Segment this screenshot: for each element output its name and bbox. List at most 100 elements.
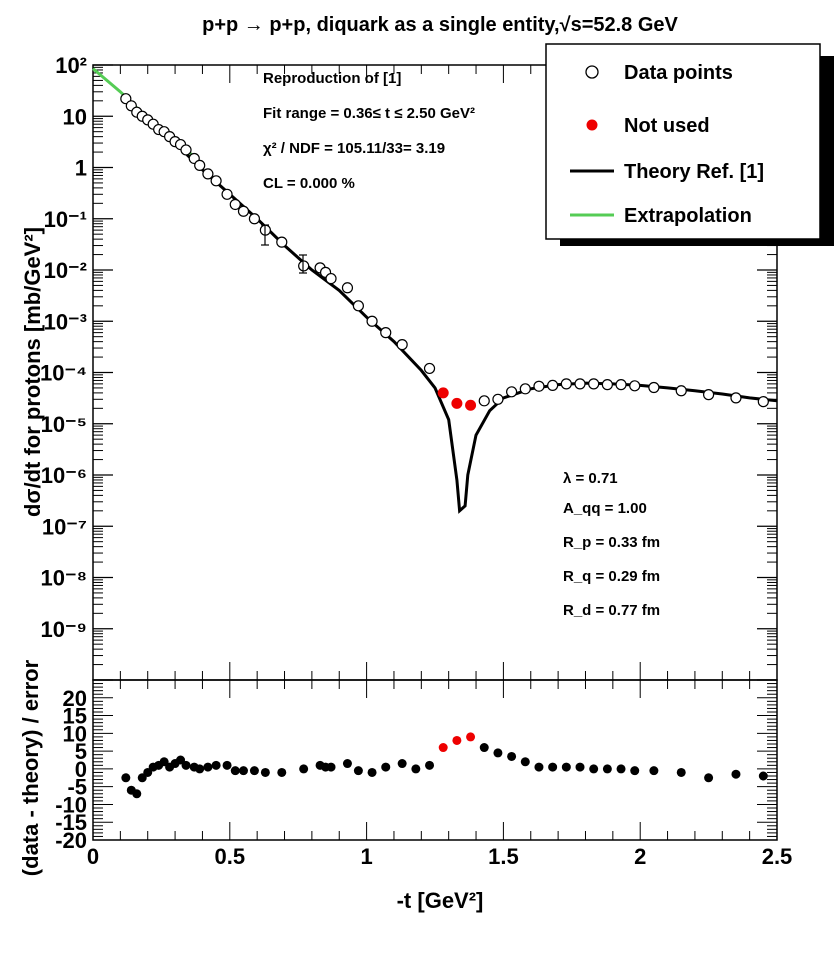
not-used-point xyxy=(465,399,477,411)
data-point xyxy=(352,300,364,312)
param-rd: R_d = 0.77 fm xyxy=(563,602,660,619)
annotation-cl: CL = 0.000 % xyxy=(263,175,355,192)
data-point xyxy=(519,383,531,395)
residual-point xyxy=(381,762,391,772)
main-y-tick-labels: 10² 10 1 10⁻¹ 10⁻² 10⁻³ 10⁻⁴ 10⁻⁵ 10⁻⁶ 10⁻⁷ 10⁻⁸ 10… xyxy=(40,53,87,642)
data-point xyxy=(202,168,214,180)
residual-plot-frame xyxy=(92,679,778,841)
residual-point xyxy=(411,764,421,774)
data-point xyxy=(757,396,769,408)
residual-y-tick-label: 5 xyxy=(75,739,87,764)
y-tick-label: 10⁻⁵ xyxy=(41,412,87,437)
residual-point xyxy=(299,764,309,774)
data-point xyxy=(675,385,687,397)
residual-y-tick-label: -10 xyxy=(55,792,87,817)
residual-not-used-point xyxy=(452,735,462,745)
not-used-point xyxy=(437,387,449,399)
residual-point xyxy=(425,760,435,770)
residual-y-tick-label: 0 xyxy=(75,757,87,782)
x-tick-label: 0 xyxy=(87,844,99,869)
residual-point xyxy=(561,762,571,772)
data-point xyxy=(588,378,600,390)
data-point xyxy=(366,315,378,327)
residual-point xyxy=(731,769,741,779)
y-tick-label: 10⁻² xyxy=(44,258,87,283)
data-point xyxy=(547,379,559,392)
residual-y-tick-label: -5 xyxy=(67,775,87,800)
data-point xyxy=(533,380,545,392)
residual-point xyxy=(203,762,213,772)
residual-point xyxy=(367,767,377,777)
data-point xyxy=(478,395,490,407)
data-point xyxy=(648,381,660,394)
annotation-fit-range: Fit range = 0.36≤ t ≤ 2.50 GeV² xyxy=(263,105,475,122)
data-point xyxy=(615,379,627,391)
data-point xyxy=(194,159,206,171)
residual-point xyxy=(181,760,191,770)
y-tick-label: 10⁻⁸ xyxy=(41,566,87,591)
data-point xyxy=(492,393,504,405)
residual-point xyxy=(260,767,270,777)
data-point xyxy=(629,380,641,392)
data-point xyxy=(341,282,354,294)
x-axis-title: -t [GeV²] xyxy=(397,888,484,913)
annotation-reproduction: Reproduction of [1] xyxy=(263,70,401,87)
residual-not-used-point xyxy=(466,732,476,742)
y-tick-label: 10⁻⁹ xyxy=(40,617,87,642)
param-rq: R_q = 0.29 fm xyxy=(563,568,660,585)
residual-point xyxy=(493,748,503,758)
x-tick-labels: 0 0.5 1 1.5 2 2.5 xyxy=(87,844,792,869)
residual-point xyxy=(602,764,612,774)
y-tick-label: 10⁻³ xyxy=(44,309,87,334)
residual-axis-ticks xyxy=(92,679,778,841)
residual-point xyxy=(132,789,142,799)
y-tick-label: 10⁻¹ xyxy=(44,207,87,232)
data-point xyxy=(298,260,310,272)
chart-title: p+p → p+p, diquark as a single entity,√s… xyxy=(202,14,678,36)
x-tick-label: 0.5 xyxy=(215,844,246,869)
data-point xyxy=(210,175,222,187)
data-point xyxy=(229,198,241,211)
legend-label-not-used: Not used xyxy=(624,115,710,137)
data-point xyxy=(325,272,337,285)
legend-marker-not-used xyxy=(586,119,598,131)
data-point xyxy=(560,378,572,390)
residual-point xyxy=(121,773,131,783)
residual-point xyxy=(507,751,517,761)
data-point xyxy=(423,362,436,375)
residual-point xyxy=(249,766,259,776)
main-y-axis-title: dσ/dt for protons [mb/GeV²] xyxy=(20,227,45,517)
param-aqq: A_qq = 1.00 xyxy=(563,500,647,517)
residual-point xyxy=(342,759,352,769)
x-tick-label: 1.5 xyxy=(488,844,519,869)
y-tick-label: 10² xyxy=(55,53,87,78)
residual-point xyxy=(758,771,768,781)
legend-label-extrapolation: Extrapolation xyxy=(624,205,752,227)
annotation-chi2: χ² / NDF = 105.11/33= 3.19 xyxy=(263,140,445,157)
parameter-annotations: λ = 0.71 A_qq = 1.00 R_p = 0.33 fm R_q =… xyxy=(563,470,660,619)
residual-point xyxy=(575,762,585,772)
y-tick-label: 10⁻⁴ xyxy=(40,361,87,386)
main-plot-points xyxy=(120,93,769,411)
x-tick-label: 2 xyxy=(634,844,646,869)
residual-point xyxy=(222,760,232,770)
residual-point xyxy=(397,759,407,769)
residual-point xyxy=(548,762,558,772)
data-point xyxy=(396,339,408,351)
residual-y-axis-title: (data - theory) / error xyxy=(18,659,43,876)
legend-label-theory: Theory Ref. [1] xyxy=(624,161,764,183)
data-point xyxy=(506,386,518,398)
not-used-point xyxy=(451,397,463,409)
data-point xyxy=(380,327,392,339)
y-tick-label: 10 xyxy=(63,104,87,129)
data-point xyxy=(237,205,250,217)
residual-point xyxy=(277,767,287,777)
residual-y-tick-label: 20 xyxy=(63,686,87,711)
residual-point xyxy=(479,743,489,753)
fit-annotations: Reproduction of [1] Fit range = 0.36≤ t … xyxy=(263,70,475,192)
legend-marker-data xyxy=(585,65,599,79)
y-tick-label: 10⁻⁷ xyxy=(42,514,87,539)
param-rp: R_p = 0.33 fm xyxy=(563,534,660,551)
data-point xyxy=(702,389,715,401)
error-bars xyxy=(261,224,307,274)
